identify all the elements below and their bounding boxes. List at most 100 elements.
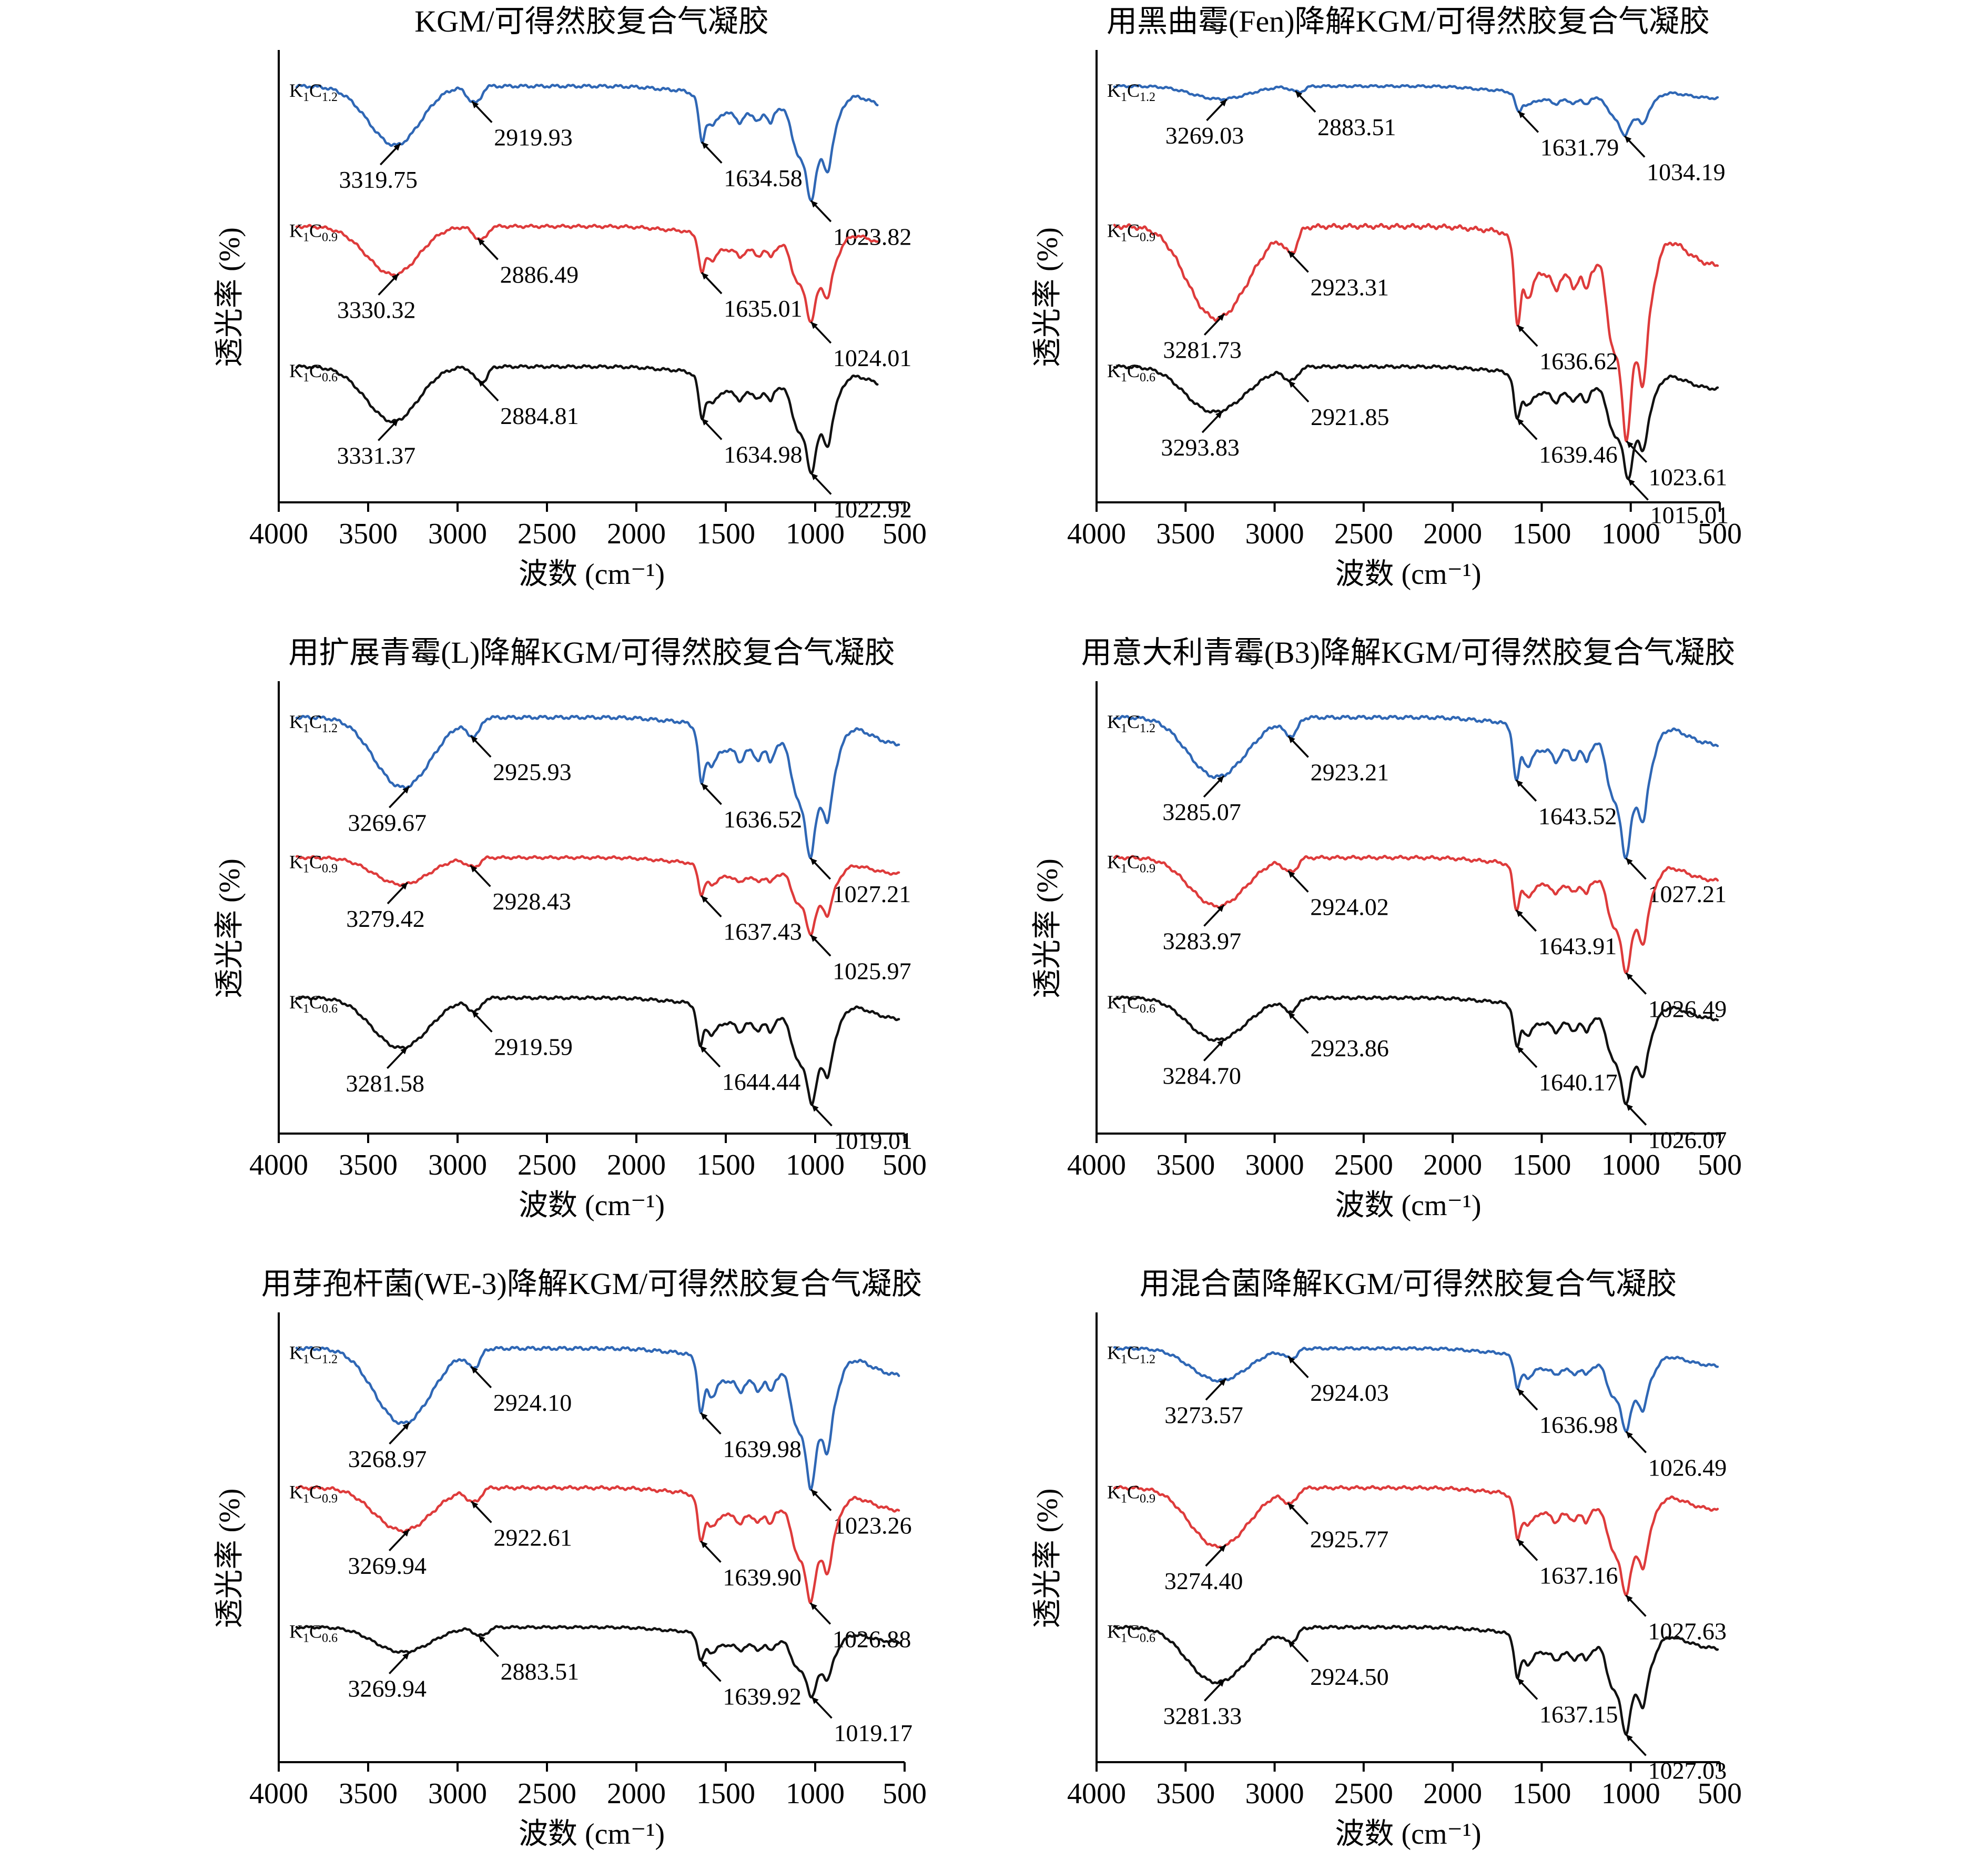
x-axis-title: 波数 (cm⁻¹)	[519, 558, 665, 591]
peak-arrow-head	[812, 1697, 819, 1704]
peak-label: 2922.61	[493, 1524, 572, 1551]
panel-title: 用意大利青霉(B3)降解KGM/可得然胶复合气凝胶	[1081, 635, 1736, 670]
peak-arrow-head	[402, 1422, 410, 1430]
peak-label: 2923.86	[1310, 1035, 1389, 1062]
series-label: K1C1.2	[1107, 1342, 1155, 1366]
peak-arrow-head	[701, 1412, 708, 1420]
x-tick-label: 3000	[1245, 518, 1304, 550]
peak-arrow-head	[393, 144, 401, 151]
series-label: K1C0.9	[1107, 851, 1155, 875]
peak-label: 1027.21	[1648, 881, 1727, 907]
x-axis-title: 波数 (cm⁻¹)	[1335, 1818, 1481, 1851]
series-line	[295, 224, 879, 324]
peak-label: 3281.33	[1163, 1702, 1242, 1729]
series-label: K1C0.6	[289, 1621, 338, 1645]
series-K1C0.9: K1C0.9 3330.32 2886.49 1635.01 1024.01	[289, 220, 911, 371]
peak-label: 1023.26	[833, 1512, 912, 1539]
x-axis-title: 波数 (cm⁻¹)	[1335, 558, 1481, 591]
peak-label: 2924.03	[1310, 1379, 1389, 1406]
peak-arrow-head	[1626, 973, 1633, 980]
x-tick-label: 2500	[1334, 1777, 1393, 1810]
panel-title: 用黑曲霉(Fen)降解KGM/可得然胶复合气凝胶	[1107, 4, 1710, 38]
peak-arrow-head	[1516, 909, 1523, 917]
peak-label: 2928.43	[492, 888, 571, 915]
peak-label: 1022.92	[833, 496, 912, 523]
peak-arrow-head	[1288, 736, 1295, 743]
peak-arrow-head	[1626, 1734, 1633, 1742]
peak-arrow-head	[1288, 1356, 1295, 1364]
x-tick-label: 2500	[518, 1777, 576, 1810]
peak-arrow-head	[699, 1046, 707, 1053]
peak-arrow-head	[812, 1105, 819, 1112]
series-label: K1C1.2	[289, 1342, 338, 1366]
series-label: K1C0.9	[289, 1481, 338, 1505]
peak-label: 3273.57	[1164, 1401, 1243, 1428]
peak-label: 2923.21	[1311, 759, 1389, 786]
series-K1C0.6: K1C0.6 3269.94 2883.51 1639.92 1019.17	[289, 1621, 912, 1747]
x-tick-label: 4000	[249, 518, 308, 550]
y-axis-title: 透光率 (%)	[214, 1489, 246, 1629]
series-label: K1C0.9	[289, 220, 338, 244]
series-line	[1113, 855, 1719, 974]
peak-label: 1019.01	[834, 1127, 913, 1154]
peak-arrow-head	[810, 200, 818, 208]
x-tick-label: 1000	[1601, 1777, 1660, 1810]
series-K1C0.6: K1C0.6 3293.83 2921.85 1639.46 1015.01	[1107, 360, 1729, 528]
peak-arrow-head	[1517, 1389, 1525, 1396]
peak-label: 1637.15	[1539, 1701, 1618, 1727]
peak-arrow-head	[478, 379, 485, 387]
series-label: K1C0.6	[289, 992, 338, 1016]
peak-label: 2924.10	[493, 1389, 572, 1416]
x-axis-title: 波数 (cm⁻¹)	[519, 1818, 665, 1851]
peak-label: 2925.77	[1310, 1525, 1389, 1552]
peak-label: 1026.49	[1648, 1454, 1727, 1481]
series-K1C1.2: K1C1.2 3319.75 2919.93 1634.58 1023.82	[289, 80, 911, 250]
x-tick-label: 2500	[518, 518, 576, 550]
x-tick-label: 500	[1698, 518, 1742, 550]
series-K1C0.6: K1C0.6 3331.37 2884.81 1634.98 1022.92	[289, 360, 912, 523]
peak-arrow-head	[400, 882, 408, 890]
peak-arrow-head	[1220, 99, 1227, 107]
peak-label: 1027.03	[1648, 1757, 1727, 1784]
chart-panel-4: 用意大利青霉(B3)降解KGM/可得然胶复合气凝胶 4000 3500 3000 250…	[1031, 635, 1742, 1222]
peak-arrow-head	[402, 1529, 410, 1537]
peak-label: 3274.40	[1164, 1568, 1243, 1594]
peak-label: 1015.01	[1650, 501, 1729, 528]
peak-label: 1643.91	[1538, 933, 1617, 959]
peak-arrow-head	[702, 418, 709, 426]
peak-arrow-head	[1288, 251, 1295, 258]
series-line	[1113, 223, 1719, 443]
peak-label: 2919.59	[494, 1034, 572, 1060]
x-tick-label: 1500	[696, 1777, 755, 1810]
peak-label: 3293.83	[1161, 434, 1240, 461]
series-line	[1113, 995, 1719, 1106]
series-label: K1C0.9	[1107, 1481, 1155, 1505]
series-K1C1.2: K1C1.2 3269.67 2925.93 1636.52 1027.21	[289, 711, 911, 907]
peak-arrow-head	[1295, 90, 1303, 98]
peak-arrow-head	[472, 101, 479, 109]
series-line	[1113, 364, 1719, 480]
peak-label: 1026.49	[1648, 996, 1727, 1023]
peak-arrow-head	[702, 141, 709, 149]
x-tick-label: 2000	[1423, 1149, 1482, 1181]
x-tick-label: 4000	[249, 1777, 308, 1810]
peak-label: 2919.93	[494, 124, 573, 151]
peak-arrow-head	[1216, 776, 1224, 783]
peak-label: 1639.46	[1539, 441, 1618, 468]
peak-label: 3268.97	[348, 1445, 427, 1472]
peak-arrow-head	[1626, 1104, 1633, 1111]
peak-label: 1643.52	[1538, 803, 1617, 830]
chart-panel-6: 用混合菌降解KGM/可得然胶复合气凝胶 4000 3500 3000 2500 2000 1…	[1031, 1267, 1742, 1851]
x-tick-label: 3500	[339, 1777, 398, 1810]
x-tick-label: 2000	[1423, 1777, 1482, 1810]
peak-arrow-head	[471, 1501, 479, 1509]
peak-arrow-head	[811, 1489, 818, 1497]
peak-label: 1631.79	[1540, 134, 1619, 160]
y-axis-title: 透光率 (%)	[214, 227, 246, 367]
peak-arrow-head	[1516, 1046, 1524, 1054]
peak-arrow-head	[1626, 1595, 1633, 1602]
peak-arrow-head	[811, 473, 818, 480]
peak-arrow-head	[1626, 858, 1633, 865]
x-tick-label: 1500	[696, 1149, 755, 1181]
